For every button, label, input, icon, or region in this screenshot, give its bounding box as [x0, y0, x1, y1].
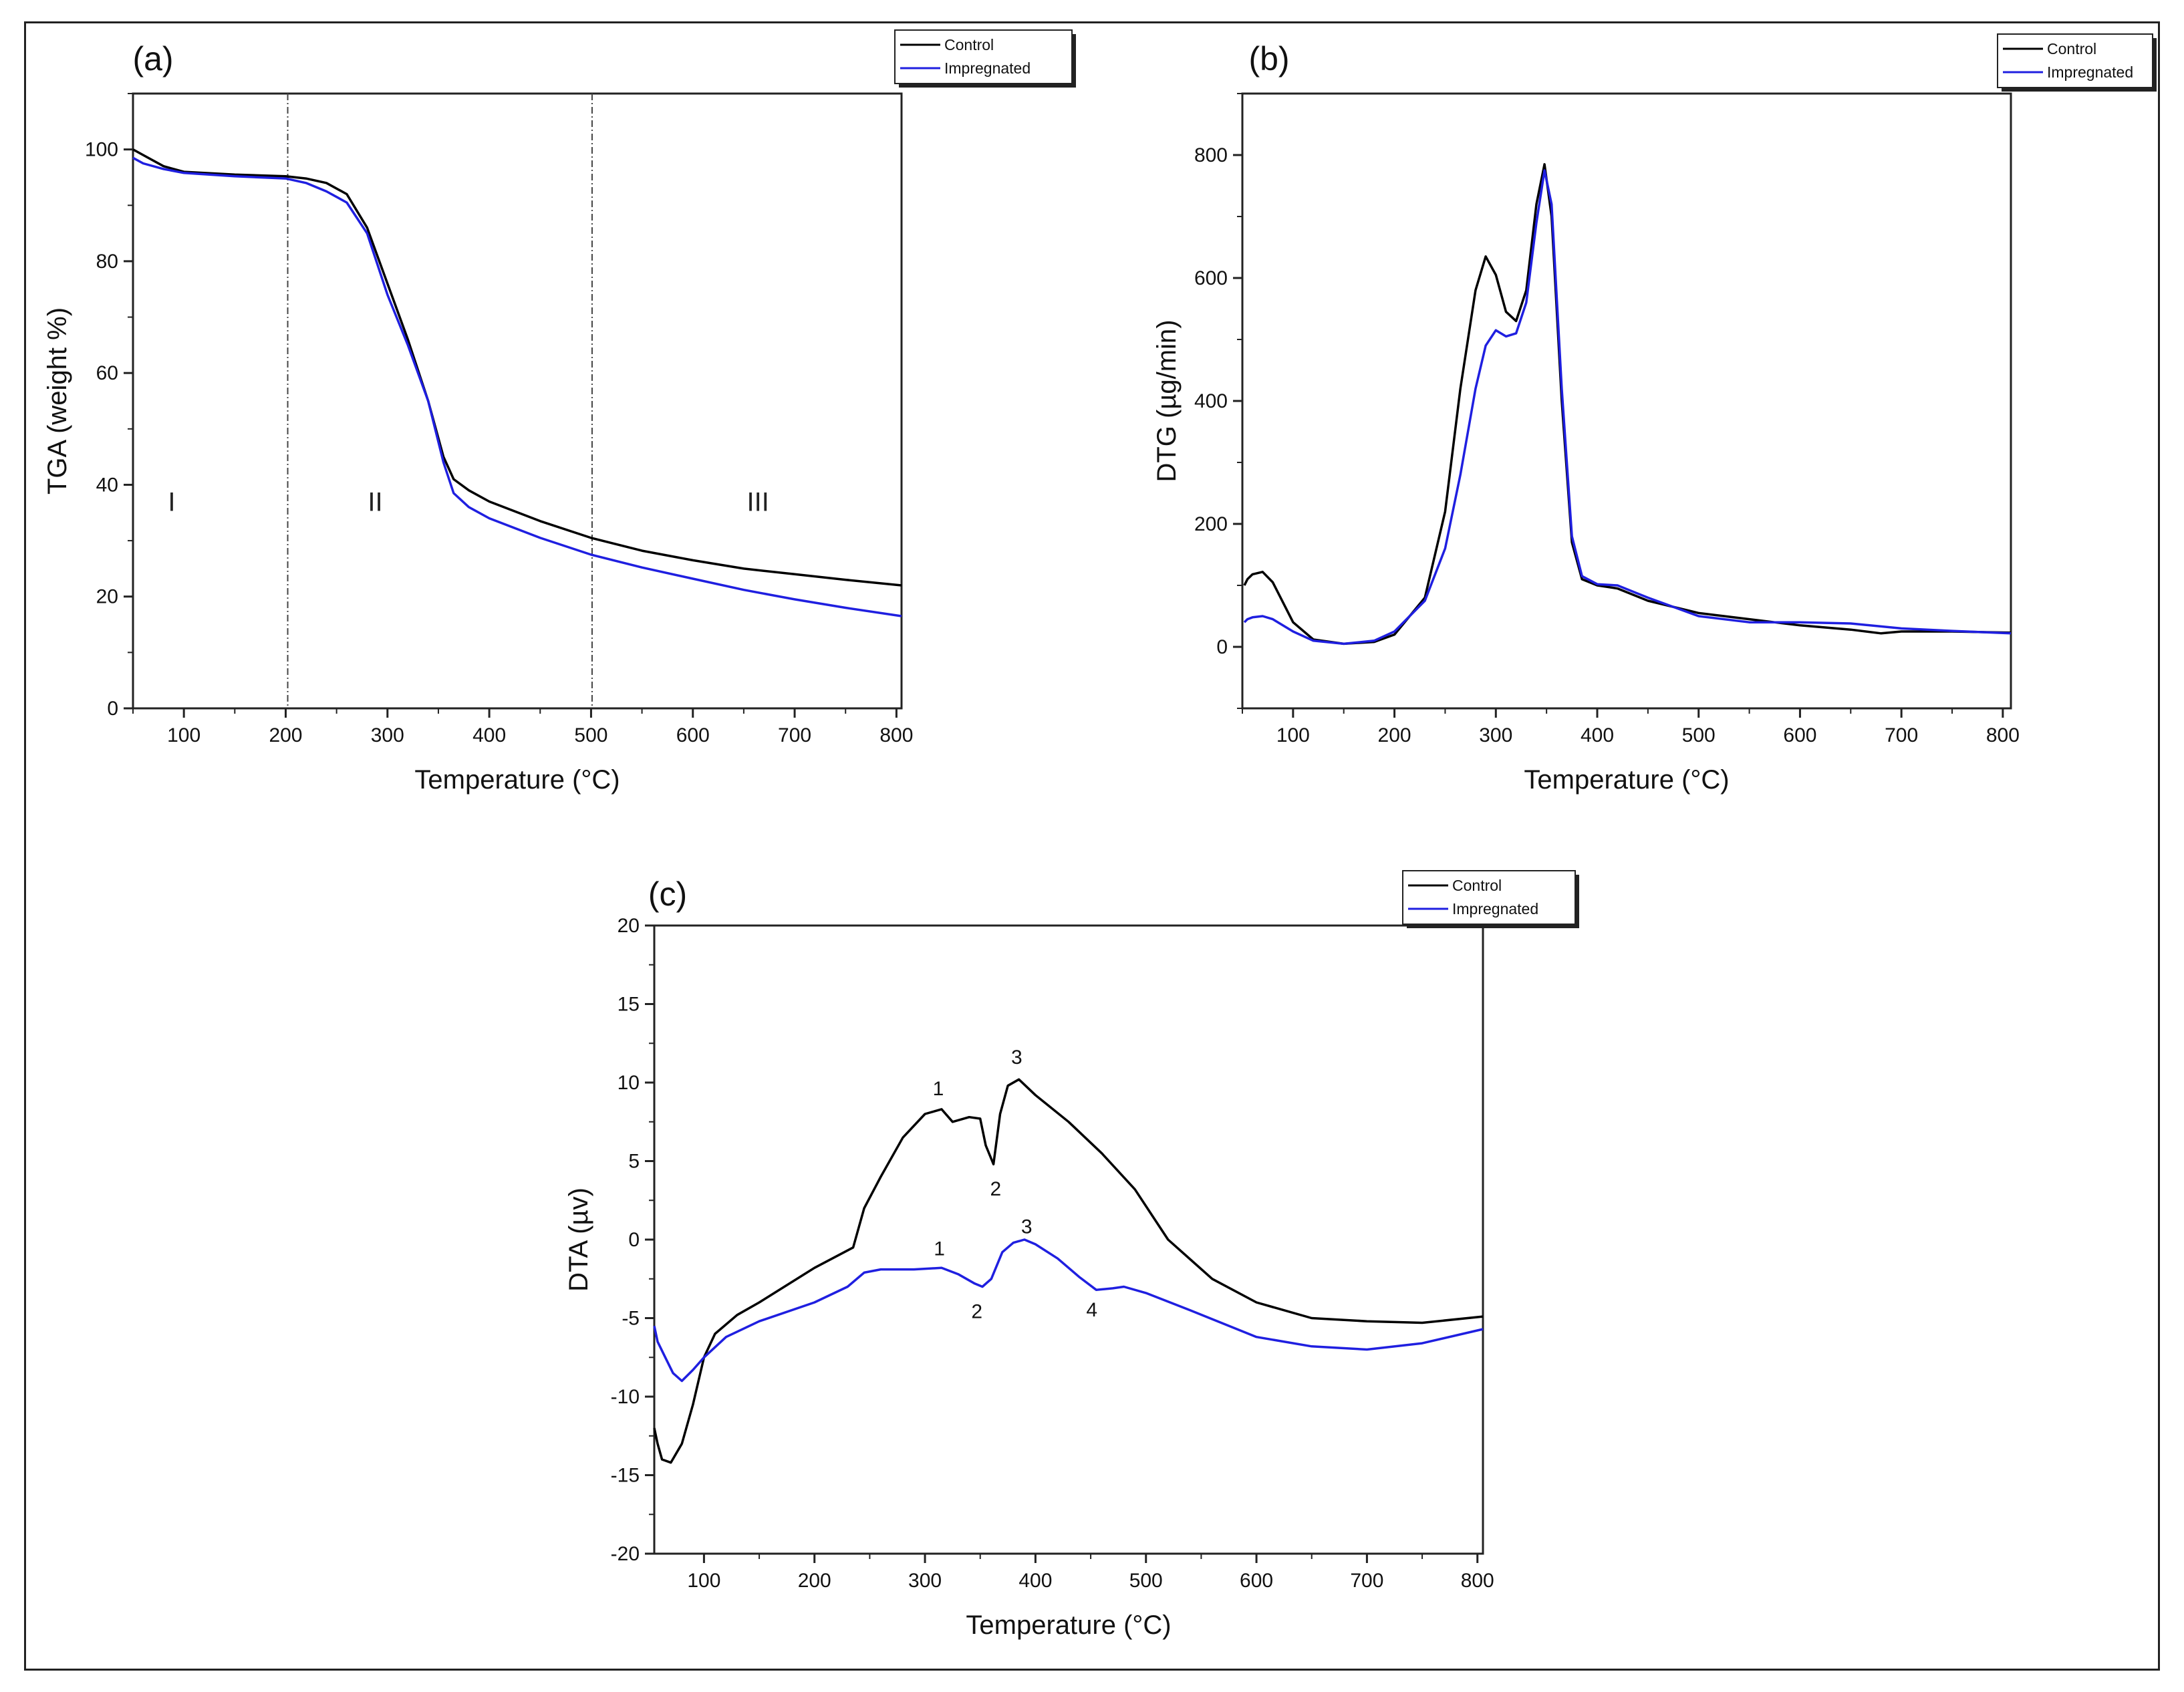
legend-box — [1997, 33, 2153, 88]
y-tick-label: 100 — [85, 139, 118, 161]
legend-label: Control — [2047, 40, 2096, 57]
plot-frame — [653, 924, 1484, 1555]
panel-label: (c) — [648, 875, 687, 913]
panel-label: (b) — [1248, 40, 1289, 78]
y-tick-label: -15 — [611, 1465, 640, 1487]
x-axis-title: Temperature (°C) — [414, 765, 620, 795]
region-label: III — [747, 488, 769, 517]
x-tick-label: 100 — [1276, 724, 1310, 746]
panel-a-tga-chart: 100 200 300 400 500 600 700 800 0 20 40 60 80 100 Temp… — [43, 29, 1076, 795]
x-tick-label: 300 — [1479, 724, 1512, 746]
region-label: II — [368, 488, 382, 517]
x-tick-label: 400 — [472, 724, 506, 746]
region-label: I — [168, 488, 175, 517]
plot-a: 100 200 300 400 500 600 700 800 0 20 40 60 80 100 Temp… — [43, 40, 913, 795]
x-tick-label: 500 — [1129, 1570, 1163, 1592]
peak-annotation: 2 — [990, 1178, 1002, 1200]
x-tick-label: 800 — [1461, 1570, 1494, 1592]
x-tick-label: 500 — [1682, 724, 1716, 746]
y-axis-title: DTA (µv) — [564, 1187, 593, 1292]
x-tick-label: 300 — [371, 724, 404, 746]
peak-annotation: 3 — [1021, 1216, 1033, 1238]
x-tick-label: 500 — [574, 724, 607, 746]
legend-box — [894, 29, 1073, 84]
panel-label: (a) — [132, 40, 173, 78]
legend-box — [1402, 870, 1576, 925]
y-tick-label: 0 — [1216, 636, 1228, 658]
legend-label: Impregnated — [944, 59, 1031, 77]
y-tick-label: 0 — [107, 698, 118, 720]
x-tick-label: 800 — [879, 724, 913, 746]
y-tick-label: 800 — [1194, 144, 1228, 166]
x-tick-label: 300 — [908, 1570, 942, 1592]
y-tick-label: -10 — [611, 1386, 640, 1408]
x-tick-label: 200 — [798, 1570, 831, 1592]
y-tick-label: 10 — [618, 1072, 640, 1094]
x-tick-label: 100 — [167, 724, 200, 746]
x-tick-label: 400 — [1581, 724, 1614, 746]
series-line-control — [1243, 163, 2012, 646]
panel-c-dta-chart: 100 200 300 400 500 600 700 800 -20 -15 -10 -5 0 5 10 1… — [564, 870, 1579, 1640]
series-line-control — [132, 148, 902, 587]
x-tick-label: 100 — [687, 1570, 720, 1592]
y-tick-label: 15 — [618, 994, 640, 1016]
plot-frame — [1241, 92, 2012, 710]
x-tick-label: 800 — [1986, 724, 2020, 746]
y-tick-label: -20 — [611, 1543, 640, 1565]
y-tick-label: -5 — [622, 1308, 640, 1330]
peak-annotation: 2 — [971, 1301, 982, 1323]
y-axis-title: DTG (µg/min) — [1152, 319, 1182, 482]
y-tick-label: 20 — [96, 586, 118, 608]
y-tick-label: 60 — [96, 362, 118, 384]
x-tick-label: 200 — [269, 724, 302, 746]
peak-annotation: 3 — [1011, 1046, 1022, 1069]
x-tick-label: 200 — [1378, 724, 1411, 746]
peak-annotation: 1 — [934, 1238, 945, 1260]
series-line-impregnated — [132, 156, 902, 617]
x-tick-label: 600 — [1783, 724, 1816, 746]
y-tick-label: 600 — [1194, 267, 1228, 289]
series-line-impregnated — [1243, 169, 2012, 646]
x-axis-title: Temperature (°C) — [966, 1610, 1171, 1640]
y-tick-label: 5 — [628, 1151, 640, 1173]
figure-frame: 100 200 300 400 500 600 700 800 0 20 40 60 80 100 Temp… — [24, 21, 2160, 1671]
legend-label: Impregnated — [2047, 63, 2133, 81]
plot-c: 100 200 300 400 500 600 700 800 -20 -15 -10 -5 0 5 10 1… — [564, 875, 1494, 1640]
y-tick-label: 0 — [628, 1229, 640, 1251]
legend: Control Impregnated — [894, 29, 1076, 88]
y-axis-title: TGA (weight %) — [43, 307, 72, 495]
series-line-control — [653, 1078, 1484, 1464]
series-line-impregnated — [653, 1238, 1484, 1383]
legend-label: Impregnated — [1452, 900, 1538, 918]
plot-frame — [132, 92, 903, 710]
peak-annotation: 4 — [1086, 1299, 1097, 1321]
x-tick-label: 700 — [1350, 1570, 1383, 1592]
peak-annotation: 1 — [933, 1078, 944, 1100]
x-tick-label: 600 — [1240, 1570, 1273, 1592]
y-tick-label: 80 — [96, 251, 118, 273]
legend: Control Impregnated — [1402, 870, 1579, 928]
legend: Control Impregnated — [1997, 33, 2157, 92]
x-tick-label: 700 — [778, 724, 811, 746]
x-axis-title: Temperature (°C) — [1524, 765, 1729, 795]
y-tick-label: 200 — [1194, 513, 1228, 535]
legend-label: Control — [1452, 877, 1502, 894]
x-tick-label: 600 — [676, 724, 710, 746]
panel-b-dtg-chart: 100 200 300 400 500 600 700 800 0 200 400 600 800 Tem… — [1152, 33, 2157, 795]
legend-label: Control — [944, 36, 994, 53]
y-tick-label: 40 — [96, 474, 118, 496]
plot-b: 100 200 300 400 500 600 700 800 0 200 400 600 800 Tem… — [1152, 40, 2020, 795]
y-tick-label: 400 — [1194, 390, 1228, 412]
x-tick-label: 400 — [1018, 1570, 1052, 1592]
x-tick-label: 700 — [1885, 724, 1918, 746]
y-tick-label: 20 — [618, 915, 640, 937]
